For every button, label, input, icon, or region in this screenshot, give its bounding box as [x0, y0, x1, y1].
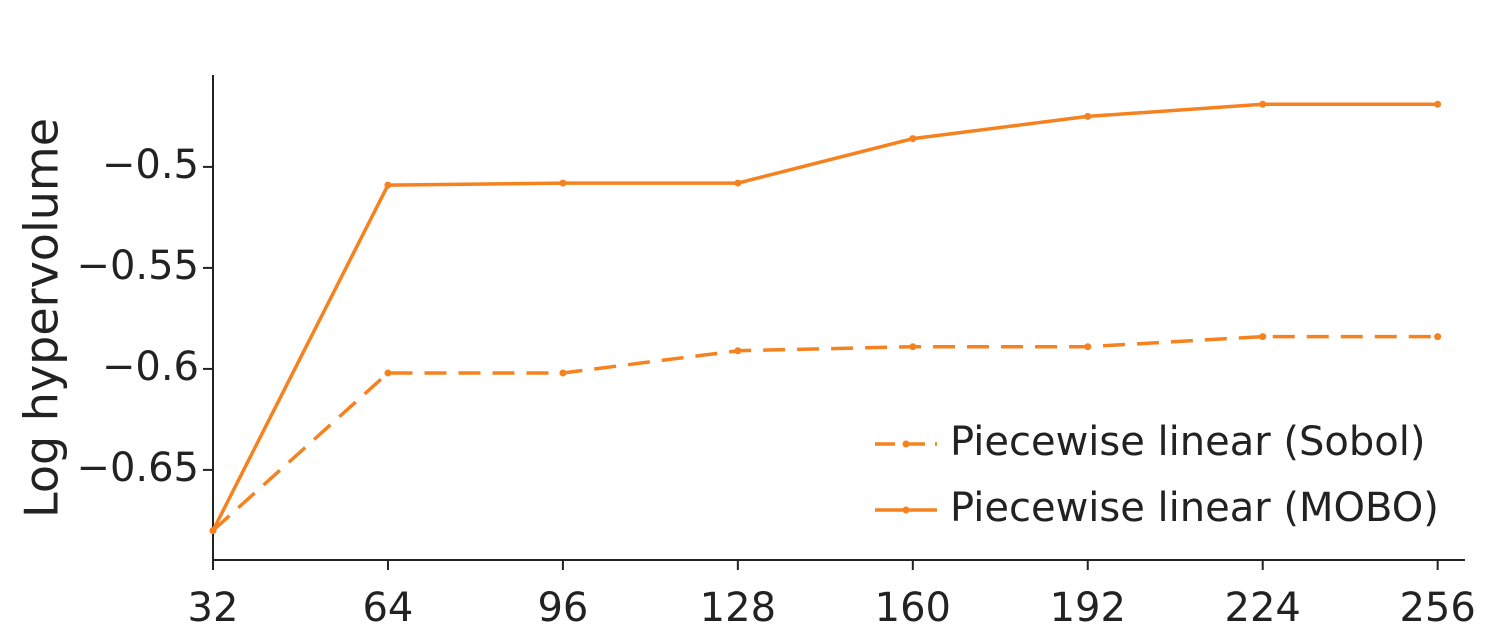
legend-marker	[902, 506, 910, 514]
point	[1434, 100, 1442, 108]
legend-label: Piecewise linear (Sobol)	[950, 419, 1425, 465]
point	[1084, 343, 1092, 351]
x-tick-label: 128	[700, 585, 776, 631]
x-tick-label: 160	[875, 585, 951, 631]
point	[909, 135, 917, 143]
y-tick-label: −0.65	[76, 445, 199, 491]
x-tick-label: 224	[1225, 585, 1301, 631]
point	[1084, 112, 1092, 120]
point	[559, 369, 567, 377]
y-tick-label: −0.6	[102, 344, 199, 390]
legend-label: Piecewise linear (MOBO)	[950, 485, 1439, 531]
point	[1259, 333, 1267, 341]
point	[909, 343, 917, 351]
x-tick-label: 192	[1050, 585, 1126, 631]
series-line	[211, 102, 1438, 532]
legend-marker	[902, 440, 910, 448]
x-tick-label: 96	[537, 585, 588, 631]
point	[384, 181, 392, 189]
x-tick-label: 64	[362, 585, 413, 631]
point	[734, 179, 742, 187]
point	[1259, 100, 1267, 108]
y-tick-label: −0.5	[102, 142, 199, 188]
point	[1434, 333, 1442, 341]
y-tick-label: −0.55	[76, 243, 199, 289]
point	[384, 369, 392, 377]
point	[734, 347, 742, 355]
x-tick-label: 32	[188, 585, 239, 631]
point	[209, 527, 217, 535]
y-axis-label: Log hypervolume	[15, 118, 69, 518]
point	[559, 179, 567, 187]
x-tick-label: 256	[1399, 585, 1475, 631]
